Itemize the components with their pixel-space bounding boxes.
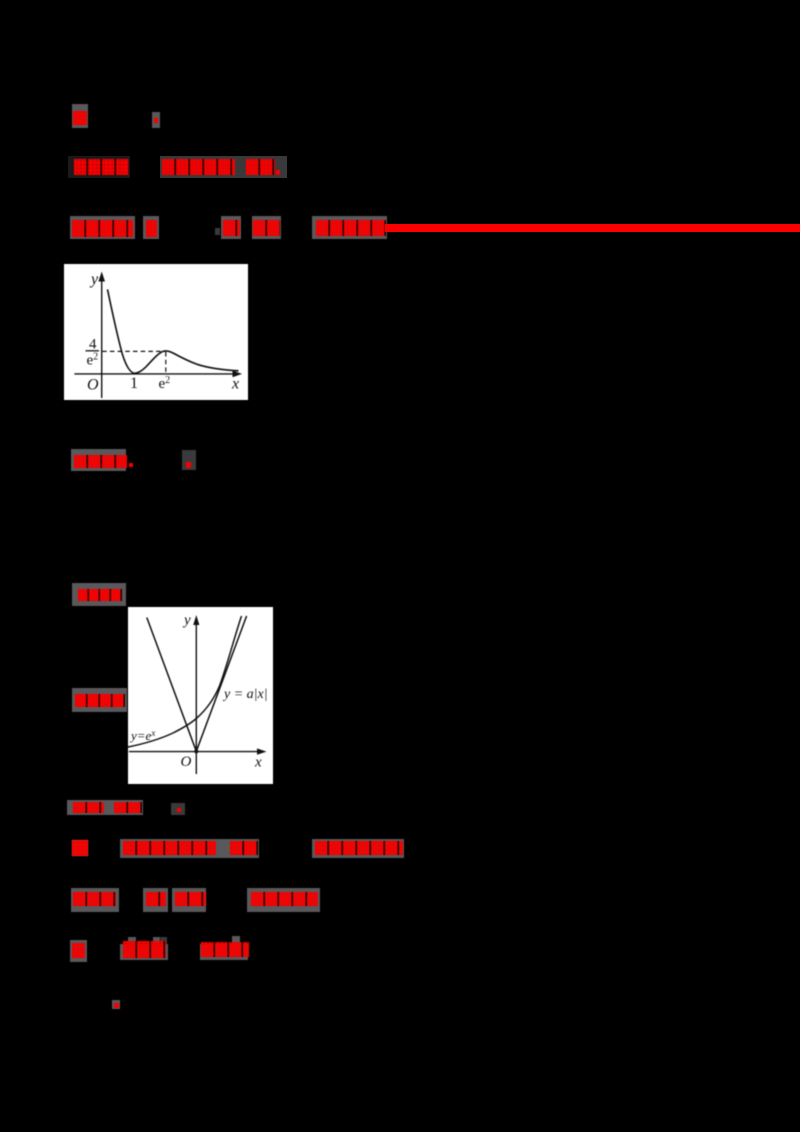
svg-text:y: y xyxy=(182,613,191,629)
svg-text:y: y xyxy=(89,271,99,288)
svg-text:x: x xyxy=(254,755,262,771)
svg-text:e2: e2 xyxy=(86,352,98,369)
svg-text:x: x xyxy=(231,376,239,393)
svg-text:4: 4 xyxy=(89,337,97,353)
svg-text:e2: e2 xyxy=(158,375,170,392)
svg-text:y=ex: y=ex xyxy=(129,728,155,743)
svg-text:y = a|x|: y = a|x| xyxy=(222,687,268,702)
svg-text:1: 1 xyxy=(130,375,138,392)
svg-text:O: O xyxy=(181,754,192,770)
svg-text:O: O xyxy=(87,377,99,394)
